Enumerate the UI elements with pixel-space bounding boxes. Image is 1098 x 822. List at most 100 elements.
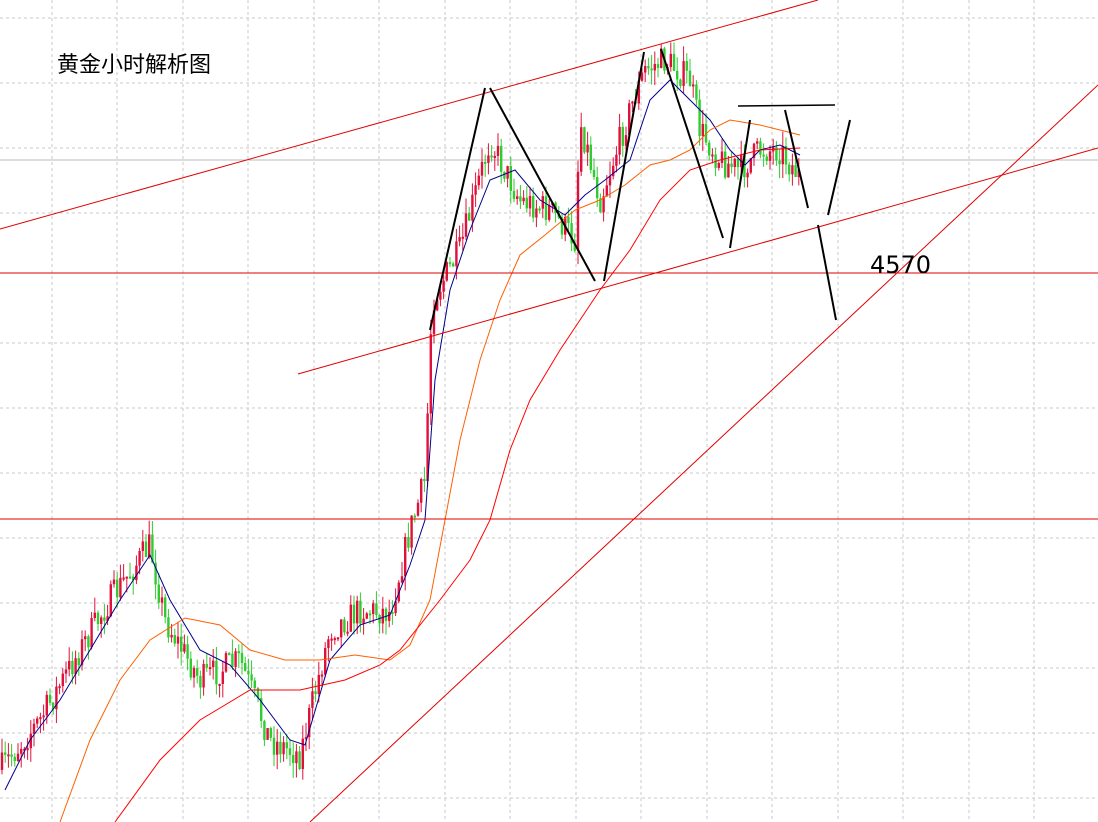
candle-body bbox=[538, 208, 541, 211]
candle-body bbox=[493, 155, 496, 158]
candle-body bbox=[752, 143, 756, 159]
candle-body bbox=[151, 534, 154, 563]
candle-body bbox=[676, 70, 679, 80]
candle-body bbox=[71, 660, 74, 675]
candle-body bbox=[471, 194, 474, 221]
candle-body bbox=[612, 165, 615, 177]
candle-body bbox=[484, 161, 487, 164]
candle-body bbox=[570, 223, 573, 244]
price-annotation: 4570 bbox=[870, 251, 931, 279]
candle-body bbox=[775, 147, 778, 161]
candle-body bbox=[256, 688, 260, 699]
candle-body bbox=[116, 579, 119, 598]
candle-body bbox=[276, 741, 279, 755]
candle-body bbox=[7, 754, 10, 757]
moving-averages bbox=[4, 79, 801, 822]
candle-body bbox=[285, 742, 288, 749]
candle-body bbox=[794, 165, 797, 178]
candle-body bbox=[317, 674, 320, 695]
candle-body bbox=[327, 639, 330, 649]
candle-body bbox=[320, 674, 324, 677]
candle-body bbox=[407, 536, 410, 548]
candle-body bbox=[756, 141, 759, 144]
candle-body bbox=[205, 663, 208, 668]
candle-body bbox=[768, 151, 772, 161]
candle-body bbox=[250, 674, 253, 681]
candle-body bbox=[688, 70, 692, 87]
candle-body bbox=[247, 670, 250, 675]
candle-body bbox=[640, 72, 644, 81]
candle-body bbox=[237, 651, 240, 654]
candle-body bbox=[189, 658, 192, 678]
candle-body bbox=[656, 63, 660, 68]
candle-body bbox=[660, 48, 663, 68]
candle-body bbox=[474, 185, 477, 195]
candle-body bbox=[487, 155, 490, 163]
candle-body bbox=[23, 748, 26, 751]
candle-body bbox=[119, 577, 122, 598]
candle-body bbox=[423, 478, 426, 482]
candle-body bbox=[490, 155, 493, 158]
candle-body bbox=[717, 163, 720, 168]
candle-body bbox=[516, 196, 519, 199]
candle-body bbox=[157, 584, 160, 603]
candle-body bbox=[42, 715, 45, 718]
candle-body bbox=[605, 185, 608, 197]
candle-body bbox=[52, 702, 55, 710]
candle-body bbox=[109, 584, 112, 617]
candle-body bbox=[522, 197, 525, 202]
candle-body bbox=[730, 163, 733, 168]
candle-body bbox=[228, 653, 231, 656]
candle-body bbox=[183, 644, 186, 652]
candle-body bbox=[544, 196, 548, 220]
candle-body bbox=[292, 754, 295, 764]
candle-body bbox=[576, 171, 580, 251]
candle-body bbox=[394, 601, 397, 614]
candle-body bbox=[212, 660, 215, 668]
candle-body bbox=[708, 142, 711, 156]
candle-body bbox=[672, 53, 676, 71]
candle-body bbox=[384, 608, 388, 621]
candle-body bbox=[122, 577, 125, 580]
candle-body bbox=[404, 536, 407, 577]
candle-body bbox=[55, 686, 58, 710]
candle-body bbox=[615, 154, 618, 166]
candle-body bbox=[727, 163, 730, 178]
candle-body bbox=[10, 754, 13, 757]
candle-body bbox=[762, 154, 765, 157]
candle-body bbox=[519, 196, 522, 202]
candle-body bbox=[87, 636, 90, 648]
candle-body bbox=[669, 53, 672, 68]
candle-body bbox=[647, 65, 650, 69]
candle-body bbox=[356, 600, 359, 624]
candle-body bbox=[480, 161, 484, 176]
candle-body bbox=[295, 751, 298, 764]
candle-body bbox=[224, 653, 228, 672]
candle-body bbox=[90, 617, 93, 648]
candle-body bbox=[308, 707, 311, 738]
candle-body bbox=[199, 675, 202, 688]
candle-body bbox=[314, 691, 317, 695]
candle-body bbox=[106, 616, 109, 621]
candle-body bbox=[39, 717, 42, 720]
candle-body bbox=[180, 636, 183, 652]
candle-body bbox=[221, 671, 224, 684]
candle-body bbox=[692, 84, 695, 87]
candle-body bbox=[45, 694, 48, 716]
candle-body bbox=[781, 145, 784, 165]
candle-body bbox=[84, 636, 87, 640]
candle-body bbox=[445, 262, 448, 281]
candle-body bbox=[186, 644, 189, 659]
candle-body bbox=[455, 241, 458, 267]
candle-body bbox=[525, 197, 528, 209]
candle-body bbox=[48, 694, 52, 703]
candle-body bbox=[311, 691, 314, 708]
candle-body bbox=[36, 718, 39, 724]
candle-body bbox=[682, 61, 685, 86]
candle-body bbox=[388, 611, 391, 621]
candle-body bbox=[618, 126, 621, 155]
candle-body bbox=[653, 63, 656, 71]
candle-body bbox=[231, 653, 234, 667]
candle-body bbox=[698, 99, 701, 137]
